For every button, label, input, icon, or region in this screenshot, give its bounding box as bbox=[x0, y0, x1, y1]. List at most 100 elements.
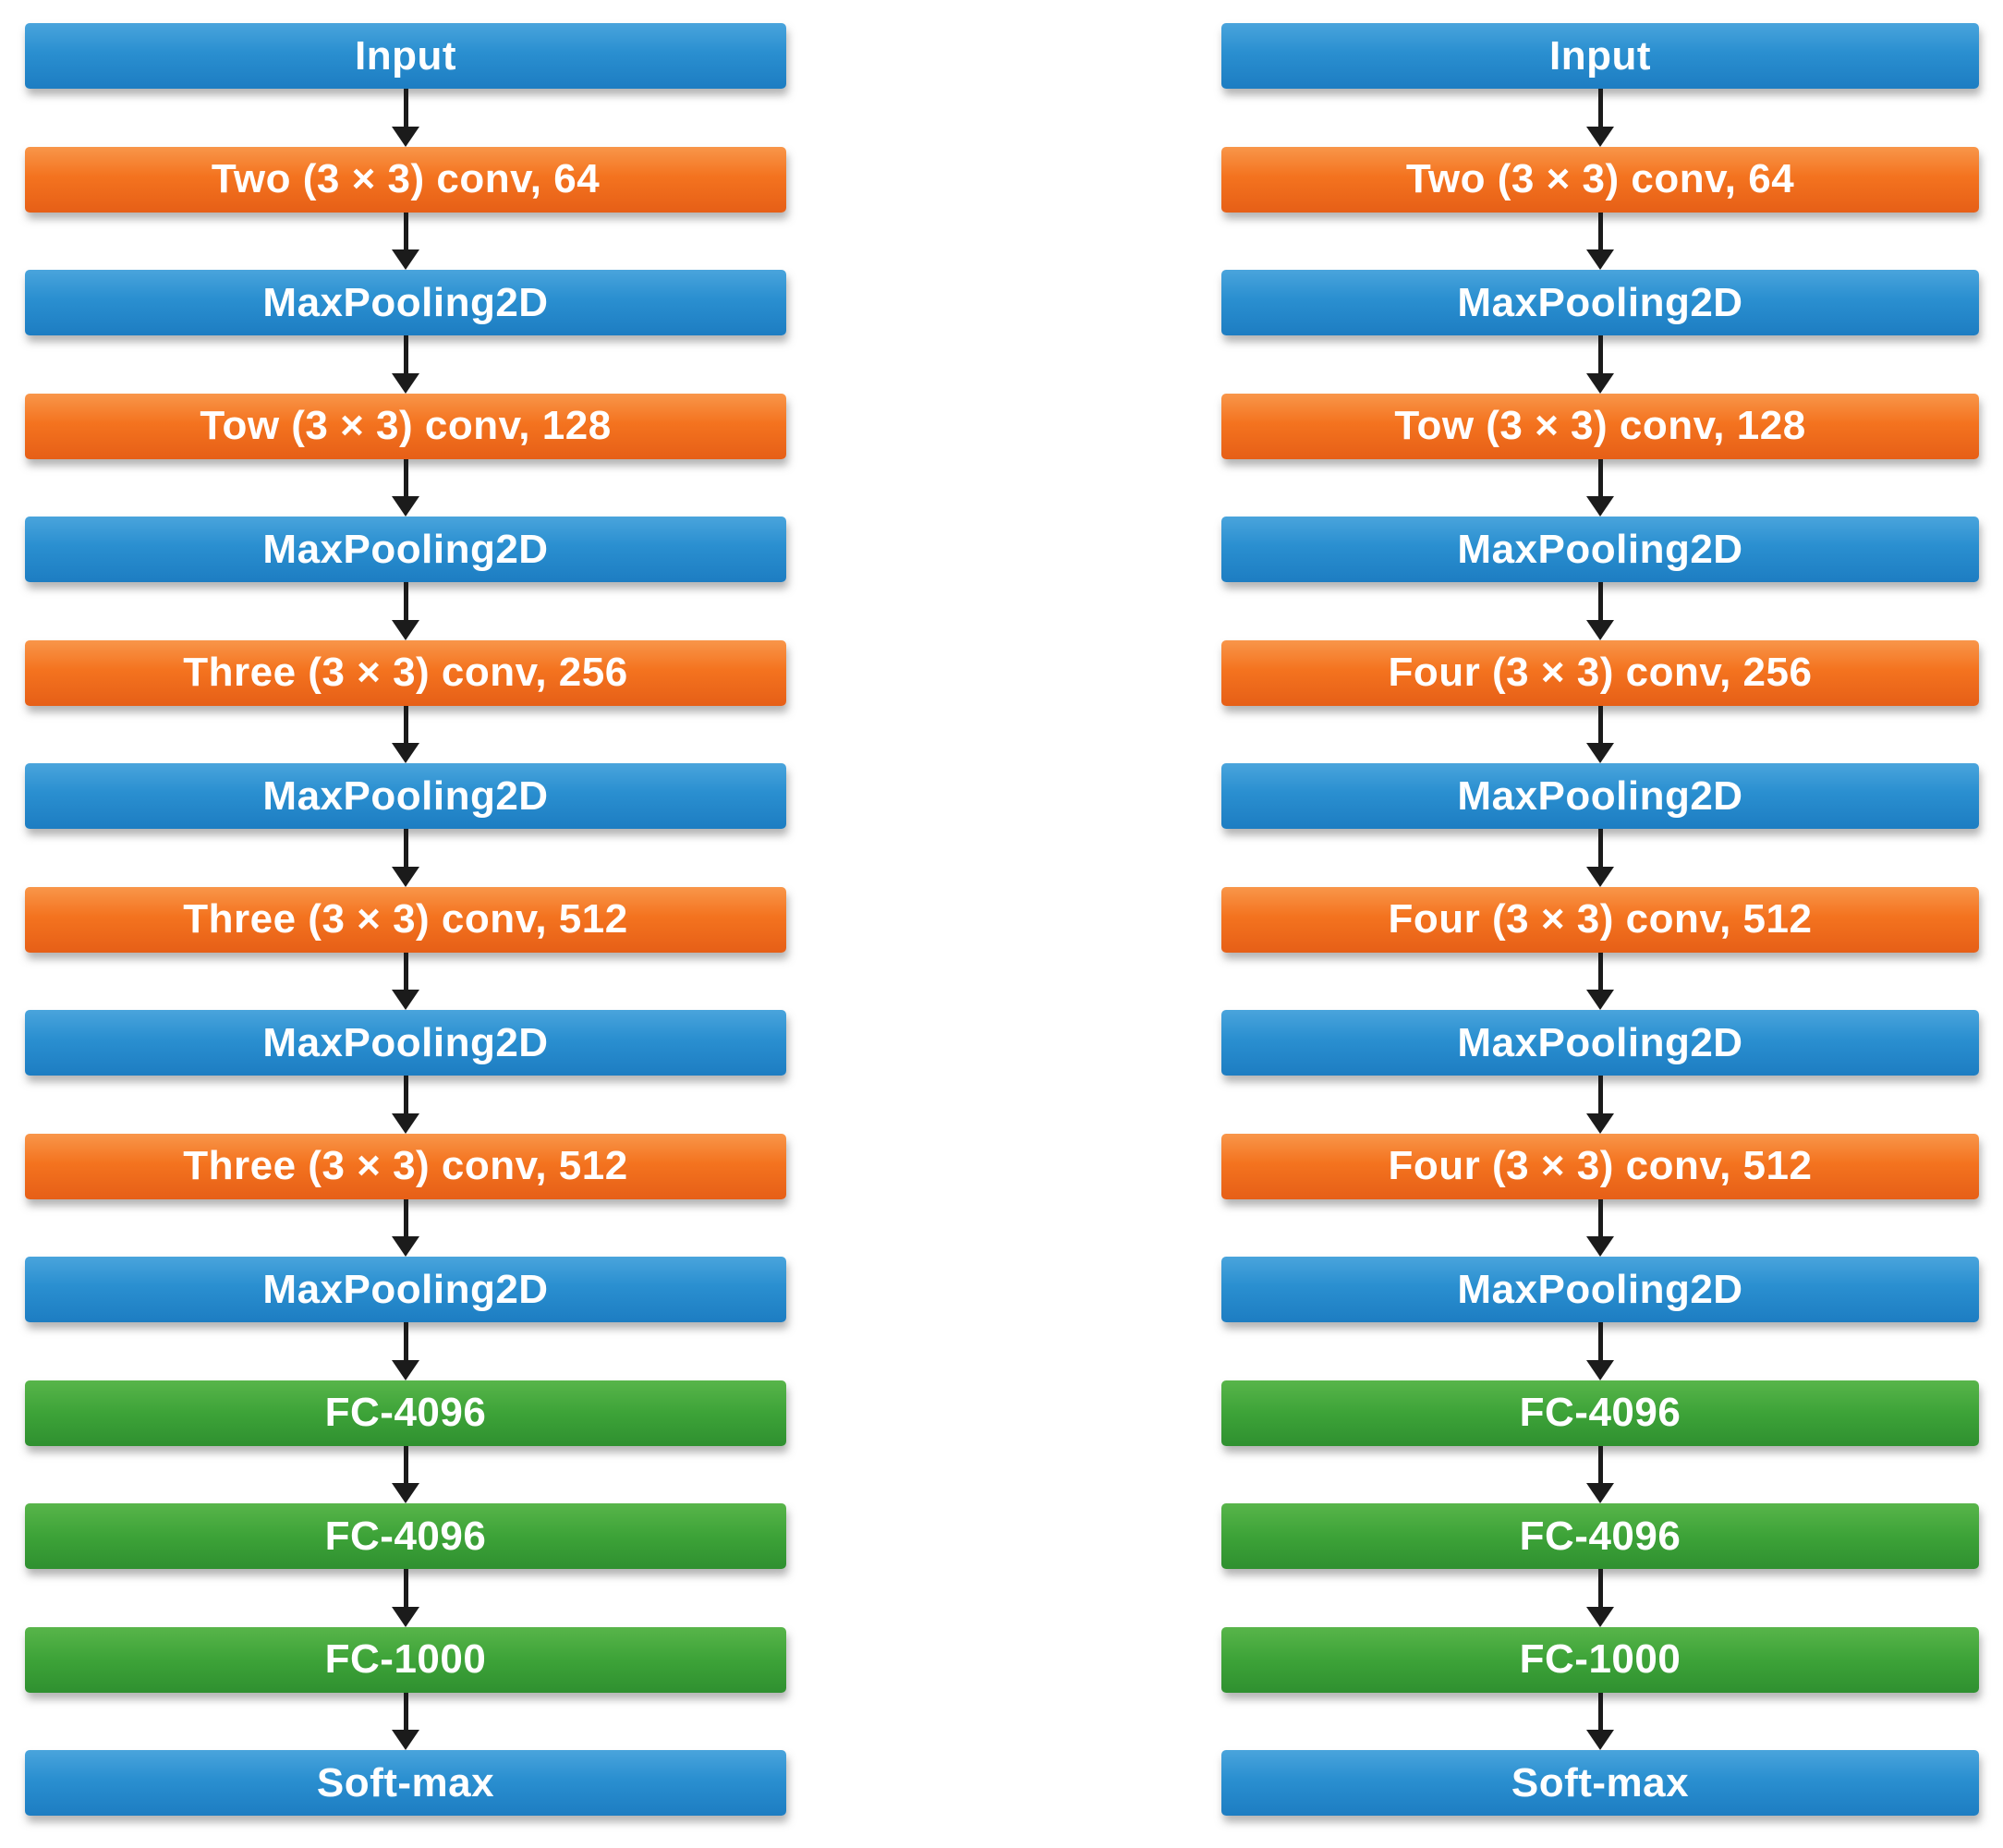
layer-box: FC-1000 bbox=[1221, 1626, 1979, 1693]
layer-box: FC-4096 bbox=[25, 1503, 786, 1569]
arrow-head bbox=[1586, 743, 1614, 763]
layer-label: MaxPooling2D bbox=[262, 279, 549, 325]
arrow-head bbox=[1586, 619, 1614, 640]
arrow-stem bbox=[1597, 705, 1603, 743]
layer-label: MaxPooling2D bbox=[1457, 1266, 1743, 1312]
arrow-stem bbox=[403, 705, 408, 743]
layer-box: Three (3 × 3) conv, 512 bbox=[25, 1133, 786, 1199]
arrow-stem bbox=[1597, 1692, 1603, 1730]
arrow-stem bbox=[403, 829, 408, 867]
arrow-head bbox=[392, 1606, 419, 1627]
down-arrow-icon bbox=[25, 1322, 786, 1380]
layer-box: Soft-max bbox=[1221, 1750, 1979, 1816]
down-arrow-icon bbox=[1221, 952, 1979, 1010]
arrow-stem bbox=[403, 335, 408, 373]
down-arrow-icon bbox=[1221, 1569, 1979, 1627]
layer-label: FC-4096 bbox=[324, 1390, 487, 1435]
layer-label: Tow (3 × 3) conv, 128 bbox=[1394, 403, 1806, 448]
arrow-head bbox=[1586, 1112, 1614, 1134]
down-arrow-icon bbox=[25, 1198, 786, 1257]
layer-label: MaxPooling2D bbox=[1457, 526, 1743, 572]
arrow-head bbox=[392, 1483, 419, 1503]
arrow-head bbox=[392, 619, 419, 640]
arrow-head bbox=[1586, 990, 1614, 1010]
layer-label: MaxPooling2D bbox=[1457, 1019, 1743, 1065]
arrow-stem bbox=[1597, 1322, 1603, 1360]
layer-box: MaxPooling2D bbox=[25, 517, 786, 582]
layer-label: Tow (3 × 3) conv, 128 bbox=[200, 403, 612, 448]
layer-box: FC-4096 bbox=[25, 1380, 786, 1446]
down-arrow-icon bbox=[25, 458, 786, 517]
arrow-head bbox=[1586, 866, 1614, 887]
layer-box: Input bbox=[1221, 23, 1979, 89]
down-arrow-icon bbox=[1221, 335, 1979, 394]
layer-label: FC-4096 bbox=[1519, 1390, 1681, 1435]
down-arrow-icon bbox=[1221, 89, 1979, 147]
layer-box: MaxPooling2D bbox=[1221, 1010, 1979, 1076]
arrow-head bbox=[1586, 1236, 1614, 1257]
layer-label: Four (3 × 3) conv, 256 bbox=[1388, 650, 1813, 695]
arrow-head bbox=[392, 1359, 419, 1380]
arrow-head bbox=[1586, 1730, 1614, 1750]
layer-box: Two (3 × 3) conv, 64 bbox=[25, 146, 786, 213]
arrow-head bbox=[392, 1236, 419, 1257]
down-arrow-icon bbox=[1221, 1198, 1979, 1257]
layer-box: Tow (3 × 3) conv, 128 bbox=[25, 393, 786, 459]
arrow-stem bbox=[403, 89, 408, 127]
layer-box: FC-1000 bbox=[25, 1626, 786, 1693]
arrow-head bbox=[392, 990, 419, 1010]
arrow-head bbox=[1586, 1483, 1614, 1503]
down-arrow-icon bbox=[1221, 829, 1979, 887]
layer-label: MaxPooling2D bbox=[262, 772, 549, 819]
layer-label: FC-1000 bbox=[1519, 1636, 1681, 1682]
arrow-stem bbox=[403, 952, 408, 990]
arrow-stem bbox=[403, 1076, 408, 1113]
layer-label: Input bbox=[1548, 32, 1651, 79]
down-arrow-icon bbox=[1221, 1692, 1979, 1750]
down-arrow-icon bbox=[25, 1076, 786, 1134]
layer-label: MaxPooling2D bbox=[262, 526, 549, 572]
down-arrow-icon bbox=[1221, 1076, 1979, 1134]
arrow-stem bbox=[403, 1569, 408, 1607]
layer-box: MaxPooling2D bbox=[1221, 270, 1979, 335]
arrow-stem bbox=[403, 1198, 408, 1236]
layer-label: FC-1000 bbox=[324, 1636, 487, 1682]
layer-label: Three (3 × 3) conv, 512 bbox=[183, 1143, 628, 1188]
layer-box: Tow (3 × 3) conv, 128 bbox=[1221, 393, 1979, 459]
layer-label: FC-4096 bbox=[324, 1513, 487, 1559]
arrow-stem bbox=[403, 458, 408, 496]
arrow-head bbox=[392, 249, 419, 270]
layer-box: MaxPooling2D bbox=[1221, 1257, 1979, 1322]
layer-box: Three (3 × 3) conv, 512 bbox=[25, 886, 786, 953]
layer-box: Four (3 × 3) conv, 256 bbox=[1221, 639, 1979, 706]
arrow-head bbox=[392, 372, 419, 394]
layer-box: MaxPooling2D bbox=[1221, 763, 1979, 829]
arrow-head bbox=[1586, 126, 1614, 147]
right-column: Input Two (3 × 3) conv, 64 MaxPooling2D Tow… bbox=[1221, 0, 1979, 1816]
arrow-stem bbox=[1597, 1076, 1603, 1113]
arrow-stem bbox=[1597, 89, 1603, 127]
arrow-head bbox=[392, 126, 419, 147]
down-arrow-icon bbox=[25, 89, 786, 147]
layer-label: MaxPooling2D bbox=[1457, 772, 1743, 819]
arrow-stem bbox=[403, 1445, 408, 1483]
arrow-head bbox=[392, 1730, 419, 1750]
layer-label: FC-4096 bbox=[1519, 1513, 1681, 1559]
arrow-stem bbox=[403, 212, 408, 249]
down-arrow-icon bbox=[1221, 705, 1979, 763]
down-arrow-icon bbox=[25, 1569, 786, 1627]
layer-box: MaxPooling2D bbox=[25, 763, 786, 829]
layer-label: Soft-max bbox=[316, 1759, 495, 1805]
arrow-head bbox=[392, 743, 419, 763]
arrow-stem bbox=[403, 1322, 408, 1360]
arrow-head bbox=[1586, 1606, 1614, 1627]
arrow-stem bbox=[1597, 829, 1603, 867]
down-arrow-icon bbox=[25, 335, 786, 394]
down-arrow-icon bbox=[25, 1692, 786, 1750]
layer-box: MaxPooling2D bbox=[1221, 517, 1979, 582]
down-arrow-icon bbox=[25, 582, 786, 640]
arrow-stem bbox=[1597, 458, 1603, 496]
down-arrow-icon bbox=[1221, 212, 1979, 270]
layer-label: MaxPooling2D bbox=[1457, 279, 1743, 325]
layer-label: Input bbox=[354, 32, 456, 79]
